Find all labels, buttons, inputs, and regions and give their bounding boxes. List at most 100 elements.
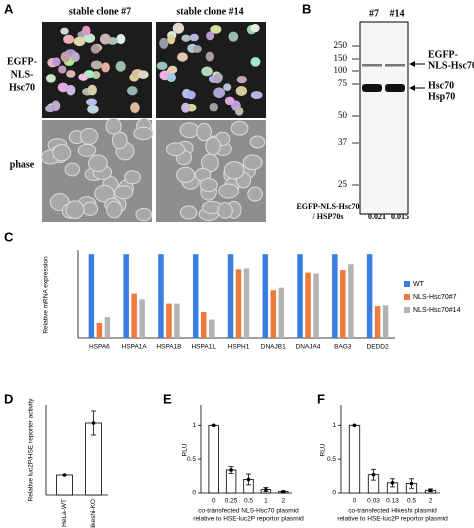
bar — [104, 317, 111, 338]
cell — [124, 170, 141, 185]
panel-label: A — [4, 1, 14, 16]
cell — [52, 144, 72, 162]
x-tick-label: 0.25 — [225, 498, 238, 505]
point — [371, 472, 376, 477]
y-axis-label: Relative luc2P/HSE reporter activity — [28, 398, 35, 502]
bar — [382, 305, 389, 338]
nucleus — [83, 33, 96, 43]
y-tick-label: 1 — [332, 422, 336, 429]
x-axis-label: relative to HSE-luc2P reportor plasmid — [337, 516, 448, 523]
nucleus — [228, 31, 239, 42]
cell — [249, 135, 266, 149]
panel-label: F — [317, 391, 325, 406]
nucleus — [172, 22, 185, 34]
point — [246, 477, 251, 482]
column-title: stable clone #7 — [69, 6, 131, 17]
legend-swatch — [404, 281, 410, 287]
nucleus — [138, 70, 149, 79]
bar — [332, 254, 338, 338]
x-tick-label: HSPA1L — [191, 344, 216, 351]
y-tick-label: 0 — [332, 490, 336, 497]
nucleus — [189, 33, 199, 42]
nucleus — [60, 27, 69, 35]
row-label: Hsc70 — [9, 82, 35, 93]
nucleus — [236, 75, 247, 84]
x-tick-label: HeLa-WT — [61, 499, 68, 527]
bar — [348, 424, 361, 494]
nucleus — [73, 36, 86, 47]
point — [229, 468, 233, 472]
bar — [243, 268, 250, 338]
cell — [217, 202, 233, 219]
marker-label: 100 — [334, 65, 348, 75]
nucleus — [52, 57, 61, 67]
cell — [64, 162, 80, 177]
cell — [247, 186, 263, 202]
row-label: EGFP- — [7, 56, 37, 67]
bar — [297, 254, 303, 338]
cell — [179, 122, 200, 139]
band — [362, 84, 382, 92]
cell — [111, 131, 128, 150]
legend-label: NLS-Hsc70#14 — [413, 307, 461, 314]
x-tick-label: HSPA6 — [89, 344, 110, 351]
y-axis-label: Relative mRNA expression — [43, 256, 50, 334]
arrowhead — [409, 61, 415, 67]
nucleus — [167, 34, 176, 45]
x-tick-label: BAG3 — [334, 344, 352, 351]
y-tick-label: 0 — [192, 490, 196, 497]
nucleus — [205, 51, 215, 62]
x-tick-label: 2 — [281, 498, 285, 505]
x-tick-label: Hikeshi-KO — [90, 499, 97, 528]
bar — [139, 299, 145, 338]
nucleus — [223, 83, 232, 91]
legend-label: WT — [413, 281, 425, 288]
bar — [270, 290, 277, 338]
arrowhead — [409, 85, 415, 91]
y-tick-label: 0.5 — [187, 456, 196, 463]
cell — [179, 205, 198, 220]
nucleus — [181, 102, 191, 113]
point — [428, 488, 433, 493]
column-title: stable clone #14 — [176, 6, 243, 17]
x-tick-label: HSPA1B — [156, 344, 181, 351]
nucleus — [63, 34, 75, 44]
x-axis-label: co-transfected NLS-Hsc70 plasmid — [198, 508, 299, 515]
marker-label: 50 — [338, 110, 348, 120]
bar — [305, 272, 311, 338]
cell — [82, 201, 99, 216]
nucleus — [224, 96, 235, 106]
nucleus — [90, 44, 101, 54]
x-tick-label: 0.03 — [367, 498, 380, 505]
blot — [359, 21, 409, 215]
y-axis-label: RLU — [320, 443, 327, 456]
point — [211, 423, 216, 428]
x-tick-label: 0.5 — [407, 498, 416, 505]
nucleus — [201, 66, 213, 77]
bar — [374, 306, 381, 338]
nucleus — [70, 52, 80, 62]
bar — [208, 424, 219, 494]
lane-label: #14 — [390, 8, 405, 19]
bar — [227, 254, 234, 338]
cell — [106, 200, 123, 219]
point — [62, 473, 67, 477]
nucleus — [66, 84, 76, 96]
cell — [105, 117, 122, 135]
band-annotation: EGFP- — [428, 49, 458, 60]
x-tick-label: 2 — [429, 498, 433, 505]
row-label: phase — [10, 159, 35, 170]
nucleus — [81, 25, 91, 36]
ratio-label: EGFP-NLS-Hsc70 — [296, 202, 359, 211]
panel-label: B — [302, 1, 311, 16]
marker-label: 250 — [334, 40, 348, 50]
nucleus — [90, 60, 103, 70]
nucleus — [58, 65, 67, 74]
x-tick-label: 0.13 — [386, 498, 399, 505]
legend-label: NLS-Hsc70#7 — [413, 294, 457, 301]
marker-label: 37 — [338, 137, 348, 147]
bar — [348, 264, 354, 338]
nucleus — [86, 98, 97, 106]
panel-label: C — [4, 229, 14, 244]
cell — [114, 185, 134, 200]
